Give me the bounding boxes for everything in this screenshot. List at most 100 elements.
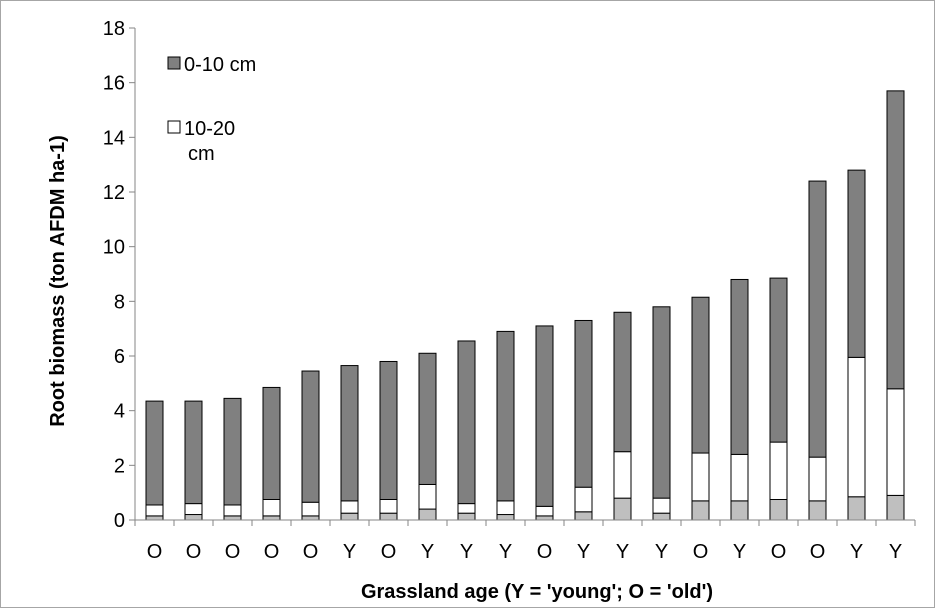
- x-tick-label: Y: [343, 541, 356, 563]
- x-tick-label: Y: [889, 541, 902, 563]
- x-tick-label: O: [381, 541, 397, 563]
- y-tick-label: 14: [103, 127, 125, 149]
- bar-segment-0-10-cm-17: [769, 277, 788, 443]
- bar-segment-base-10: [496, 514, 515, 521]
- bar-segment-0-10-cm-2: [184, 400, 203, 505]
- y-tick-label: 18: [103, 18, 125, 40]
- bar-segment-10-20-cm-15: [691, 452, 710, 502]
- x-tick-label: O: [147, 541, 163, 563]
- x-tick-label: O: [186, 541, 202, 563]
- y-axis-title: Root biomass (ton AFDM ha-1): [47, 135, 69, 426]
- bar-segment-base-1: [145, 515, 164, 521]
- bar-segment-0-10-cm-13: [613, 311, 632, 453]
- bar-segment-10-20-cm-11: [535, 505, 554, 517]
- bar-segment-0-10-cm-1: [145, 400, 164, 506]
- x-tick-label: Y: [616, 541, 629, 563]
- bar-segment-10-20-cm-20: [886, 388, 905, 496]
- bar-segment-base-20: [886, 494, 905, 521]
- bar-segment-10-20-cm-10: [496, 500, 515, 516]
- bar-segment-base-9: [457, 512, 476, 521]
- bar-segment-10-20-cm-18: [808, 456, 827, 502]
- bar-segment-base-2: [184, 514, 203, 521]
- x-tick-label: O: [810, 541, 826, 563]
- bar-segment-base-18: [808, 500, 827, 521]
- x-tick-label: O: [693, 541, 709, 563]
- x-tick-label: Y: [850, 541, 863, 563]
- bar-segment-0-10-cm-5: [301, 370, 320, 503]
- bar-segment-base-3: [223, 515, 242, 521]
- bar-segment-0-10-cm-9: [457, 340, 476, 505]
- bar-segment-base-13: [613, 497, 632, 521]
- bar-segment-base-5: [301, 515, 320, 521]
- y-tick-label: 0: [114, 510, 125, 532]
- x-tick-label: O: [537, 541, 553, 563]
- y-tick-labels: 0 2 4 6 8 10 12 14 16 18: [103, 18, 125, 532]
- bar-segment-10-20-cm-9: [457, 503, 476, 514]
- bar-segment-base-15: [691, 500, 710, 521]
- x-tick-label: O: [225, 541, 241, 563]
- y-tick-label: 8: [114, 291, 125, 313]
- bar-segment-0-10-cm-12: [574, 319, 593, 488]
- bar-segment-0-10-cm-10: [496, 330, 515, 502]
- y-tick-label: 16: [103, 73, 125, 95]
- bar-segment-0-10-cm-7: [379, 360, 398, 500]
- bar-segment-0-10-cm-15: [691, 296, 710, 454]
- bar-segment-0-10-cm-18: [808, 180, 827, 458]
- y-tick-label: 2: [114, 455, 125, 477]
- bar-segment-10-20-cm-4: [262, 499, 281, 517]
- bar-segment-base-16: [730, 500, 749, 521]
- bar-segment-0-10-cm-11: [535, 325, 554, 507]
- x-tick-label: O: [303, 541, 319, 563]
- bar-segment-0-10-cm-19: [847, 169, 866, 358]
- bar-segment-base-8: [418, 508, 437, 521]
- bar-segment-10-20-cm-19: [847, 356, 866, 498]
- bar-segment-base-14: [652, 512, 671, 521]
- bar-segment-0-10-cm-6: [340, 365, 359, 502]
- bar-segment-10-20-cm-5: [301, 501, 320, 517]
- legend-label: 0-10 cm: [184, 54, 256, 76]
- legend: 0-10 cm 10-20 cm: [167, 54, 256, 165]
- y-tick-label: 10: [103, 237, 125, 259]
- bar-segment-base-6: [340, 512, 359, 521]
- x-axis-title: Grassland age (Y = 'young'; O = 'old'): [361, 581, 713, 603]
- x-tick-label: O: [771, 541, 787, 563]
- x-tick-label: Y: [733, 541, 746, 563]
- y-tick-label: 12: [103, 182, 125, 204]
- bar-segment-0-10-cm-8: [418, 352, 437, 485]
- bar-segment-base-17: [769, 499, 788, 521]
- x-tick-label: Y: [421, 541, 434, 563]
- bar-segment-base-19: [847, 496, 866, 521]
- bar-segment-10-20-cm-14: [652, 497, 671, 514]
- bar-segment-0-10-cm-16: [730, 278, 749, 455]
- bar-segment-base-11: [535, 515, 554, 521]
- x-tick-label: O: [264, 541, 280, 563]
- bar-segment-10-20-cm-1: [145, 504, 164, 517]
- legend-swatch: [167, 56, 181, 70]
- legend-label: 10-20 cm: [184, 118, 235, 165]
- bar-segment-base-12: [574, 511, 593, 521]
- bar-segment-10-20-cm-17: [769, 441, 788, 501]
- x-tick-label: Y: [499, 541, 512, 563]
- bar-segment-10-20-cm-12: [574, 486, 593, 513]
- bar-segment-0-10-cm-14: [652, 306, 671, 499]
- bar-segment-10-20-cm-6: [340, 500, 359, 514]
- bar-segment-10-20-cm-16: [730, 453, 749, 502]
- bar-segment-10-20-cm-7: [379, 499, 398, 514]
- bar-segment-0-10-cm-3: [223, 397, 242, 506]
- y-tick-label: 6: [114, 346, 125, 368]
- x-tick-label: Y: [577, 541, 590, 563]
- x-tick-label: Y: [460, 541, 473, 563]
- bar-segment-base-7: [379, 512, 398, 521]
- bar-segment-10-20-cm-3: [223, 504, 242, 517]
- bar-segment-10-20-cm-2: [184, 503, 203, 516]
- bar-segment-10-20-cm-8: [418, 483, 437, 510]
- axes-layer: [129, 27, 916, 526]
- x-tick-label: Y: [655, 541, 668, 563]
- legend-swatch: [167, 120, 181, 134]
- bar-segment-0-10-cm-4: [262, 386, 281, 500]
- bars-layer: [145, 90, 905, 521]
- bar-segment-0-10-cm-20: [886, 90, 905, 390]
- bar-segment-base-4: [262, 515, 281, 521]
